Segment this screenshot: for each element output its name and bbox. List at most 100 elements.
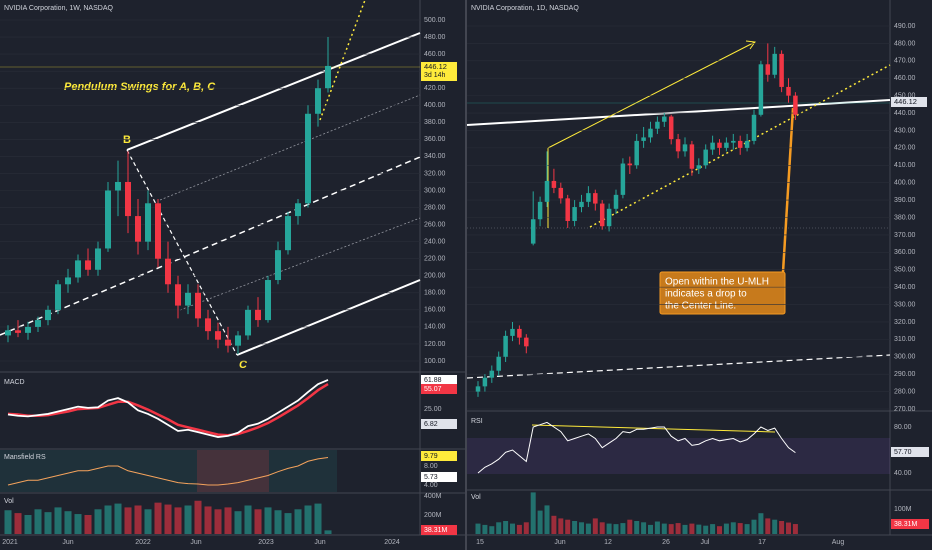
volume-bar [592, 518, 598, 534]
last-price: 446.12 [894, 97, 917, 106]
volume-bar [84, 515, 92, 534]
volume-bar [689, 523, 695, 534]
price-tick-label: 400.00 [424, 102, 446, 109]
volume-bar [572, 521, 578, 534]
candle-body [572, 207, 577, 221]
volume-bar [772, 519, 778, 534]
volume-bar [489, 526, 495, 534]
candle-body [35, 320, 41, 327]
candle-body [689, 144, 695, 169]
volume-bar [254, 509, 262, 534]
candle-body [5, 330, 11, 336]
volume-bar [737, 523, 743, 534]
candle-body [655, 121, 660, 129]
candle-body [145, 203, 151, 242]
volume-tick-label: 100M [894, 506, 912, 513]
candle-body [737, 140, 743, 148]
time-label: Aug [832, 539, 845, 546]
time-label: Jun [62, 539, 73, 546]
price-tick-label: 310.00 [894, 336, 916, 343]
price-tick-label: 480.00 [894, 40, 916, 47]
candle-body [275, 250, 281, 281]
candle-body [634, 140, 639, 166]
price-tick-label: 340.00 [424, 153, 446, 160]
candle-body [662, 116, 667, 122]
volume-bar [4, 510, 12, 534]
candle-body [517, 328, 522, 338]
price-tick-label: 380.00 [894, 214, 916, 221]
candle-body [315, 88, 321, 114]
mansfield-line [7, 457, 329, 486]
volume-bar [64, 511, 72, 534]
callout-line: indicates a drop to [665, 289, 747, 300]
right-header: NVIDIA Corporation, 1D, NASDAQ [471, 5, 579, 12]
price-tick-label: 290.00 [894, 371, 916, 378]
candle-body [696, 165, 702, 169]
volume-bar [204, 506, 212, 534]
price-tick-label: 280.00 [894, 388, 916, 395]
volume-bar [558, 518, 564, 534]
volume-bar [244, 505, 252, 534]
rs-negative-zone [197, 450, 269, 492]
price-tick-label: 440.00 [894, 110, 916, 117]
time-label: 2022 [135, 539, 151, 546]
candle-body [265, 280, 271, 321]
mansfield-tick-label: 8.00 [424, 463, 438, 470]
candle-body [489, 370, 495, 378]
time-label: Jun [554, 539, 565, 546]
price-tick-label: 500.00 [424, 17, 446, 24]
mansfield-tick-label: 5.73 [424, 474, 438, 481]
candle-body [503, 335, 508, 357]
volume-bar [779, 521, 785, 534]
price-tick-label: 330.00 [894, 301, 916, 308]
price-tick-label: 240.00 [424, 238, 446, 245]
volume-bar [510, 523, 515, 534]
candle-body [710, 142, 715, 150]
volume-bar [24, 515, 32, 534]
price-tick-label: 370.00 [894, 232, 916, 239]
volume-bar [104, 505, 112, 534]
volume-bar [751, 519, 757, 534]
time-label: 17 [758, 539, 766, 546]
candle-body [25, 326, 31, 333]
volume-tick-label: 38.31M [894, 521, 918, 528]
candle-body [285, 216, 291, 251]
candle-body [641, 137, 646, 141]
volume-bar [565, 519, 571, 534]
candle-body [786, 86, 791, 96]
label-b: B [123, 134, 131, 146]
pitchfork [0, 0, 421, 356]
candle-body [744, 140, 750, 148]
candle-body [558, 187, 564, 199]
candle-body [45, 309, 51, 321]
volume-bar [599, 522, 605, 534]
volume-bar [634, 521, 640, 534]
volume-tick-label: 400M [424, 493, 442, 500]
candle-body [95, 248, 101, 270]
price-tick-label: 320.00 [894, 319, 916, 326]
candle-body [648, 128, 653, 138]
volume-bar [74, 514, 82, 534]
volume-bar [144, 509, 152, 534]
axis-badge [421, 525, 457, 535]
volume-bar [164, 504, 172, 534]
candle-body [185, 292, 191, 306]
candle-body [530, 219, 536, 244]
candle-body [105, 190, 111, 249]
macd-signal [7, 383, 329, 437]
volume-bar [627, 519, 633, 534]
candle-body [305, 113, 311, 204]
countdown: 3d 14h [424, 72, 446, 79]
price-tick-label: 460.00 [424, 51, 446, 58]
volume-bar [661, 523, 667, 534]
macd-tick-label: 25.00 [424, 406, 442, 413]
volume-bar [114, 503, 122, 534]
candle-body [599, 203, 605, 227]
volume-bar [551, 515, 557, 534]
price-tick-label: 300.00 [894, 354, 916, 361]
volume-bar [730, 522, 736, 534]
volume-bar [523, 522, 529, 534]
left-header: NVIDIA Corporation, 1W, NASDAQ [4, 5, 113, 12]
